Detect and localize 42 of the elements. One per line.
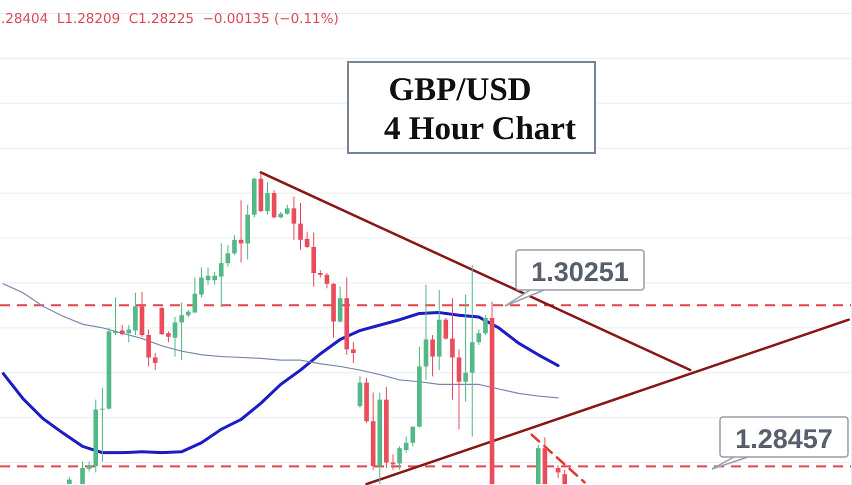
candlestick <box>463 294 468 402</box>
candlestick <box>179 302 184 361</box>
candlestick <box>556 464 560 478</box>
candlestick <box>192 277 198 314</box>
candlestick <box>284 204 290 216</box>
candlestick <box>120 324 124 336</box>
candlestick <box>226 244 230 268</box>
candlestick <box>212 272 217 286</box>
candlestick <box>430 334 435 377</box>
candlestick <box>86 461 92 472</box>
candlestick <box>450 298 455 400</box>
text: 4 Hour Chart <box>384 111 576 147</box>
candlestick <box>351 342 356 364</box>
candlestick <box>100 388 105 462</box>
candlestick <box>324 272 330 289</box>
candlestick <box>298 202 303 250</box>
candlestick <box>80 461 85 485</box>
ref-line-label: 1.30251 <box>531 257 629 287</box>
candlestick <box>358 376 362 408</box>
text: GBP/USD <box>388 72 532 108</box>
annotation: .28404 L1.28209 C1.28225 −0.00135 (−0.11%) <box>1 11 339 27</box>
ref-line-label: 1.28457 <box>735 424 833 454</box>
candlestick <box>292 196 296 240</box>
candlestick <box>304 231 310 248</box>
candlestick <box>390 454 396 470</box>
candlestick <box>397 446 402 470</box>
candlestick <box>232 234 237 256</box>
candlestick <box>218 242 224 308</box>
candlestick <box>238 200 244 263</box>
candlestick <box>152 352 158 371</box>
candlestick <box>476 329 482 346</box>
candlestick <box>444 317 448 340</box>
candlestick <box>410 426 416 447</box>
candlestick <box>172 316 178 358</box>
candlestick <box>265 182 270 216</box>
candlestick <box>338 286 342 323</box>
candlestick <box>126 324 132 343</box>
candlestick <box>483 314 488 336</box>
candlestick <box>562 469 568 485</box>
candlestick <box>404 436 408 454</box>
candlestick <box>166 330 171 343</box>
candlestick <box>146 329 151 367</box>
